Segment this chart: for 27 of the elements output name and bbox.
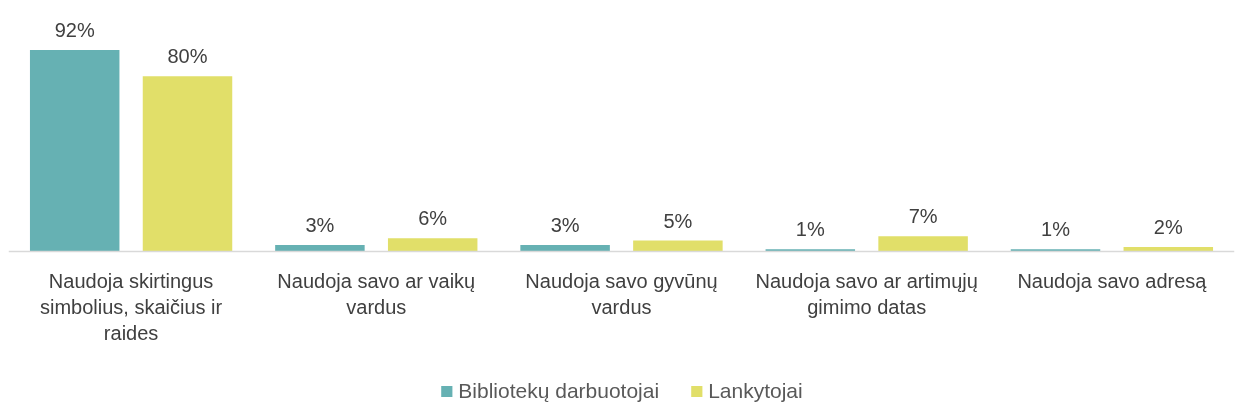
data-label: 7% bbox=[908, 205, 938, 228]
data-label: 1% bbox=[1041, 218, 1071, 241]
data-label: 92% bbox=[54, 18, 95, 41]
bar bbox=[520, 244, 610, 252]
legend-label: Bibliotekų darbuotojai bbox=[458, 379, 660, 403]
x-tick-label: Naudoja savo gyvūnų vardus bbox=[525, 269, 718, 318]
bar bbox=[142, 76, 233, 252]
data-label: 5% bbox=[663, 209, 693, 232]
data-label: 2% bbox=[1153, 216, 1183, 239]
bar bbox=[765, 249, 856, 252]
x-tick-label: Naudoja skirtingus simbolius, skaičius ir raides bbox=[39, 269, 223, 345]
x-tick-label: Naudoja savo ar vaikų vardus bbox=[277, 269, 476, 318]
data-label: 3% bbox=[305, 213, 335, 236]
data-label: 6% bbox=[418, 207, 448, 230]
bar bbox=[1123, 247, 1214, 252]
x-tick-label: Naudoja savo adresą bbox=[1017, 269, 1208, 292]
bar bbox=[1010, 249, 1101, 252]
bar bbox=[878, 236, 968, 252]
bar bbox=[275, 244, 365, 252]
bar bbox=[633, 240, 723, 252]
data-label: 3% bbox=[550, 213, 580, 236]
bar bbox=[29, 49, 120, 252]
data-label: 1% bbox=[795, 218, 825, 241]
data-label: 80% bbox=[167, 45, 208, 68]
x-tick-label: Naudoja savo ar artimųjų gimimo datas bbox=[755, 269, 978, 318]
bar bbox=[387, 238, 478, 252]
legend-label: Lankytojai bbox=[708, 379, 803, 403]
